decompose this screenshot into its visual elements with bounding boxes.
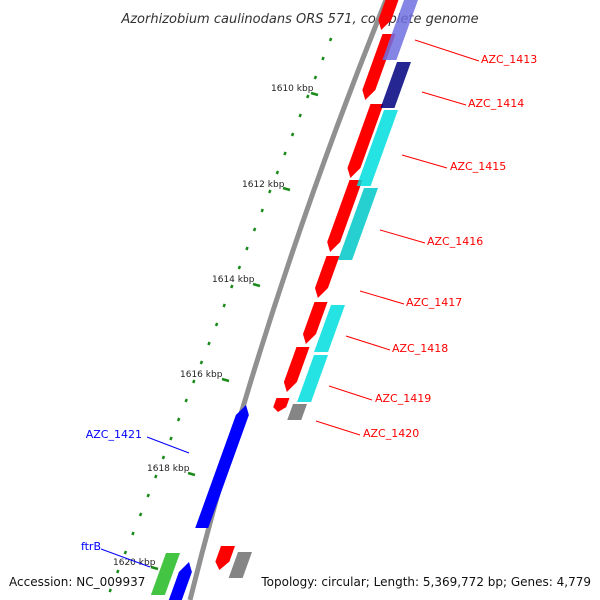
cog-block	[297, 355, 328, 402]
minor-tick-dot	[245, 246, 249, 251]
cog-block	[314, 305, 345, 352]
minor-tick-dot	[214, 322, 219, 327]
forward-gene-arrow	[273, 398, 290, 412]
minor-tick-dot	[138, 512, 143, 517]
major-tick	[282, 186, 291, 192]
reverse-gene-arrow	[168, 562, 192, 600]
major-tick	[221, 377, 230, 383]
gene-label: AZC_1420	[363, 427, 419, 440]
label-leader-line	[146, 436, 190, 454]
minor-tick-dot	[161, 455, 166, 460]
minor-tick-dot	[275, 170, 280, 175]
label-leader-line	[359, 290, 405, 305]
kbp-tick-label: 1620 kbp	[113, 558, 156, 568]
major-tick	[310, 91, 319, 97]
minor-tick-dot	[260, 208, 264, 213]
forward-gene-arrow	[215, 546, 235, 570]
forward-gene-arrow	[314, 256, 340, 298]
label-leader-line	[100, 548, 151, 568]
gene-label: AZC_1415	[450, 160, 506, 173]
cog-block	[356, 110, 398, 186]
cog-block	[382, 0, 418, 60]
forward-gene-arrow	[347, 104, 384, 178]
major-tick	[150, 565, 159, 571]
gene-label: AZC_1416	[427, 235, 483, 248]
reverse-gene-arrow	[195, 405, 249, 528]
minor-tick-dot	[154, 474, 158, 479]
minor-tick-dot	[123, 550, 128, 555]
kbp-tick-label: 1614 kbp	[212, 275, 255, 285]
major-tick	[187, 471, 196, 477]
cog-block	[287, 404, 307, 420]
label-leader-line	[421, 91, 467, 106]
minor-tick-dot	[290, 132, 295, 137]
gene-labels: AZC_1413 AZC_1414 AZC_1415 AZC_1416 AZC_1417…	[81, 39, 537, 568]
kbp-tick-label: 1610 kbp	[271, 84, 314, 94]
minor-tick-dot	[192, 379, 196, 384]
minor-tick-dot	[313, 75, 318, 80]
minor-tick-dot	[222, 303, 226, 308]
kbp-tick-label: 1616 kbp	[180, 370, 223, 380]
minor-tick-dot	[169, 436, 173, 441]
label-leader-line	[379, 229, 426, 244]
minor-tick-dot	[199, 360, 204, 365]
minor-tick-dot	[176, 417, 181, 422]
minor-tick-dot	[116, 569, 120, 574]
minor-tick-dot	[306, 94, 310, 99]
gene-label: AZC_1421	[86, 428, 142, 441]
label-leader-line	[414, 39, 480, 62]
minor-tick-dot	[131, 531, 135, 536]
gene-label: AZC_1413	[481, 53, 537, 66]
cog-block	[228, 552, 252, 578]
minor-tick-dot	[252, 227, 257, 232]
topology-text: Topology: circular; Length: 5,369,772 bp…	[260, 575, 591, 589]
map-title: Azorhizobium caulinodans ORS 571, comple…	[120, 12, 478, 27]
forward-gene-arrow	[283, 347, 310, 392]
cog-block	[380, 62, 411, 108]
gene-label: AZC_1418	[392, 342, 448, 355]
minor-tick-dot	[298, 113, 302, 118]
gene-label: ftrB	[81, 540, 101, 553]
minor-tick-dot	[328, 37, 333, 42]
minor-tick-dot	[207, 341, 211, 346]
label-leader-line	[315, 420, 361, 436]
gene-label: AZC_1419	[375, 392, 431, 405]
minor-tick-dot	[321, 56, 325, 61]
gene-label: AZC_1417	[406, 296, 462, 309]
minor-tick-dot	[184, 398, 188, 403]
kbp-scale: 1610 kbp 1612 kbp 1614 kbp 1616 kbp 1618 kbp…	[108, 37, 333, 593]
kbp-tick-label: 1612 kbp	[242, 180, 285, 190]
minor-tick-dot	[230, 284, 234, 289]
cog-block	[150, 553, 180, 595]
minor-tick-dot	[146, 493, 150, 498]
label-leader-line	[345, 335, 391, 351]
forward-gene-arrow	[302, 302, 328, 344]
major-tick	[252, 282, 261, 288]
cog-block	[338, 188, 378, 260]
accession-text: Accession: NC_009937	[9, 575, 145, 589]
label-leader-line	[401, 154, 448, 169]
gene-features	[150, 0, 418, 600]
minor-tick-dot	[283, 151, 287, 156]
minor-tick-dot	[108, 588, 112, 593]
forward-gene-arrow	[378, 0, 399, 30]
gene-label: AZC_1414	[468, 97, 524, 110]
minor-tick-dot	[268, 189, 272, 194]
forward-gene-arrow	[327, 180, 363, 252]
kbp-tick-label: 1618 kbp	[147, 464, 190, 474]
label-leader-line	[328, 385, 373, 401]
minor-tick-dot	[237, 265, 242, 270]
